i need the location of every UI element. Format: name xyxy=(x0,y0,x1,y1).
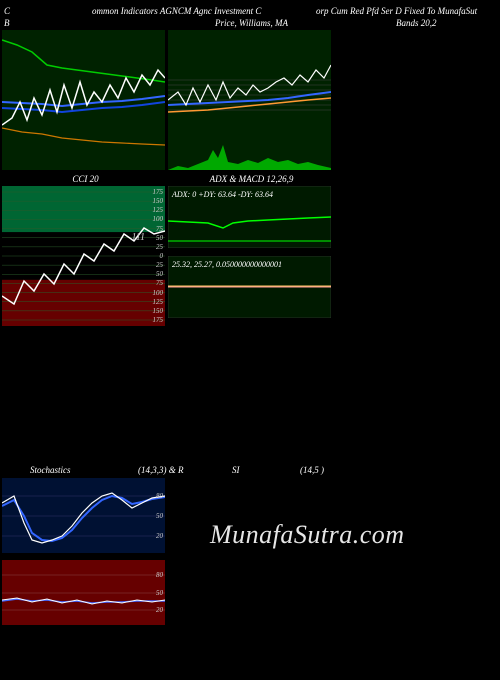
chart-bb-title: B xyxy=(4,18,167,30)
adx-top-text: ADX: 0 +DY: 63.64 -DY: 63.64 xyxy=(172,190,273,199)
stoch-title-mid: (14,3,3) & R xyxy=(138,465,184,477)
cci-tick: 25 xyxy=(156,243,163,251)
rsi-tick: 50 xyxy=(156,589,163,597)
watermark-text: MunafaSutra.com xyxy=(210,520,405,550)
stoch-tick: 80 xyxy=(156,492,163,500)
bb-chart xyxy=(2,30,165,170)
chart-adx-title: ADX & MACD 12,26,9 xyxy=(170,174,333,186)
cci-tick: 50 xyxy=(156,234,163,242)
header-right: orp Cum Red Pfd Ser D Fixed To MunafaSut xyxy=(316,6,477,16)
cci-tick: 25 xyxy=(156,261,163,269)
cci-tick: 75 xyxy=(156,225,163,233)
cci-tick: 100 xyxy=(153,215,164,223)
adx-bot-text: 25.32, 25.27, 0.050000000000001 xyxy=(172,260,282,269)
cci-tick: 150 xyxy=(153,197,164,205)
stoch-title-right: (14,5 ) xyxy=(300,465,324,477)
chart-cci-title: CCI 20 xyxy=(4,174,167,186)
cci-tick: 75 xyxy=(156,279,163,287)
stoch-tick: 20 xyxy=(156,532,163,540)
rsi-ticks: 80 50 20 xyxy=(2,560,165,625)
stoch-title-mid2: SI xyxy=(232,465,240,477)
cci-tick: 150 xyxy=(153,307,164,315)
header-mid: ommon Indicators AGNCM Agnc Investment C xyxy=(92,6,261,16)
chart-price-title: Price, Williams, MA xyxy=(170,18,333,30)
rsi-tick: 20 xyxy=(156,606,163,614)
cci-tick: 100 xyxy=(153,289,164,297)
cci-tick: 175 xyxy=(153,316,164,324)
cci-tick: 175 xyxy=(153,188,164,196)
chart-bands-title: Bands 20,2 xyxy=(396,18,437,30)
cci-mid-label: 111 xyxy=(131,232,145,243)
cci-ticks: 1751501251007550250255075100125150175111 xyxy=(2,186,165,326)
cci-tick: 125 xyxy=(153,298,164,306)
header-left: C xyxy=(4,6,10,16)
rsi-tick: 80 xyxy=(156,571,163,579)
cci-tick: 50 xyxy=(156,270,163,278)
price-chart xyxy=(168,30,331,170)
cci-tick: 125 xyxy=(153,206,164,214)
stoch-ticks: 80 50 20 xyxy=(2,478,165,553)
stoch-title-left: Stochastics xyxy=(30,465,71,477)
stoch-tick: 50 xyxy=(156,512,163,520)
cci-tick: 0 xyxy=(160,252,164,260)
